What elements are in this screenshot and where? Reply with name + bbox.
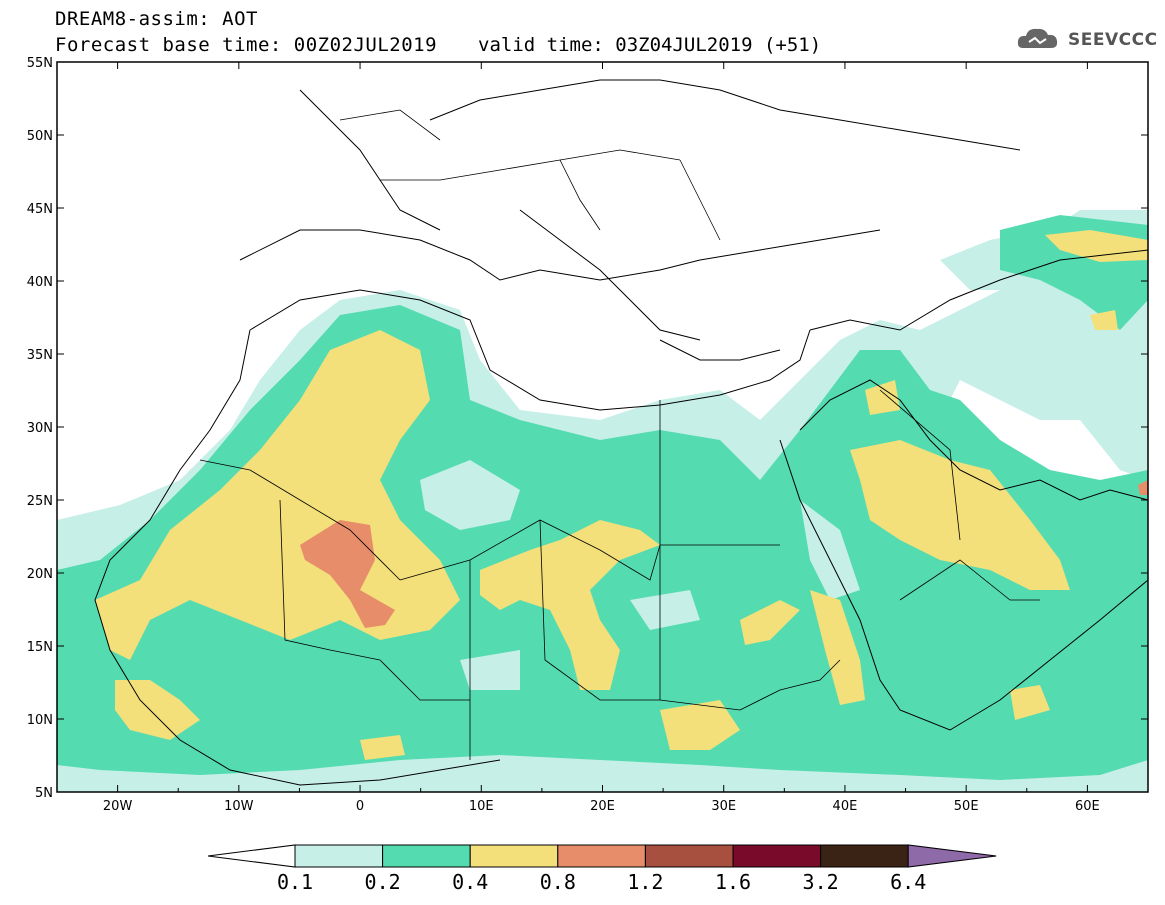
cloud-icon: [1017, 28, 1058, 48]
lat-tick-label: 15N: [27, 640, 53, 655]
country-borders: [199, 109, 1040, 760]
lat-tick-label: 45N: [27, 202, 53, 217]
colorbar-swatch: [644, 844, 734, 868]
lon-tick-label: 50E: [954, 799, 979, 814]
lat-tick-label: 30N: [27, 421, 53, 436]
colorbar-swatch: [732, 844, 822, 868]
colorbar-swatch: [294, 844, 384, 868]
colorbar-label: 6.4: [890, 870, 926, 894]
colorbar-label: 0.4: [452, 870, 488, 894]
colorbar-label: 0.1: [277, 870, 313, 894]
colorbar-label: 3.2: [803, 870, 839, 894]
lon-tick-label: 10W: [224, 799, 254, 814]
colorbar-label: 0.8: [540, 870, 576, 894]
colorbar-swatch: [382, 844, 471, 868]
colorbar: 0.1 0.2 0.4 0.8 1.2 1.6 3.2 6.4: [207, 844, 997, 894]
coastlines: [94, 79, 1148, 786]
aot-field: [57, 62, 1148, 792]
lon-tick-label: 30E: [711, 799, 736, 814]
lon-tick-label: 60E: [1075, 799, 1100, 814]
colorbar-label: 0.2: [365, 870, 401, 894]
lat-tick-label: 55N: [27, 56, 53, 71]
lon-tick-label: 0: [356, 799, 364, 814]
lat-tick-label: 40N: [27, 275, 53, 290]
valid-time: valid time: 03Z04JUL2019 (+51): [478, 34, 822, 56]
colorbar-swatch: [820, 844, 909, 868]
forecast-base-time: Forecast base time: 00Z02JUL2019: [55, 34, 438, 56]
colorbar-label: 1.2: [627, 870, 663, 894]
colorbar-low-arrow: [207, 844, 296, 868]
lat-tick-label: 50N: [27, 129, 53, 144]
lat-tick-label: 20N: [27, 567, 53, 582]
colorbar-swatch: [557, 844, 646, 868]
lat-tick-label: 25N: [27, 494, 53, 509]
colorbar-label: 1.6: [715, 870, 751, 894]
colorbar-high-arrow: [907, 844, 997, 868]
colorbar-swatch: [469, 844, 559, 868]
lon-tick-label: 20E: [590, 799, 615, 814]
lat-tick-label: 10N: [27, 713, 53, 728]
product-title: DREAM8-assim: AOT: [55, 8, 258, 30]
lon-tick-label: 10E: [469, 799, 494, 814]
lat-tick-label: 35N: [27, 348, 53, 363]
longitude-axis: 20W 10W 0 10E 20E 30E 40E 50E 60E: [56, 62, 1149, 814]
lon-tick-label: 40E: [833, 799, 858, 814]
brand-logo: SEEVCCC: [1068, 30, 1158, 50]
lat-tick-label: 5N: [35, 786, 53, 801]
lon-tick-label: 20W: [103, 799, 133, 814]
latitude-axis: 55N 50N 45N 40N 35N 30N 25N 20N 15N 10N 5N: [27, 56, 1148, 801]
